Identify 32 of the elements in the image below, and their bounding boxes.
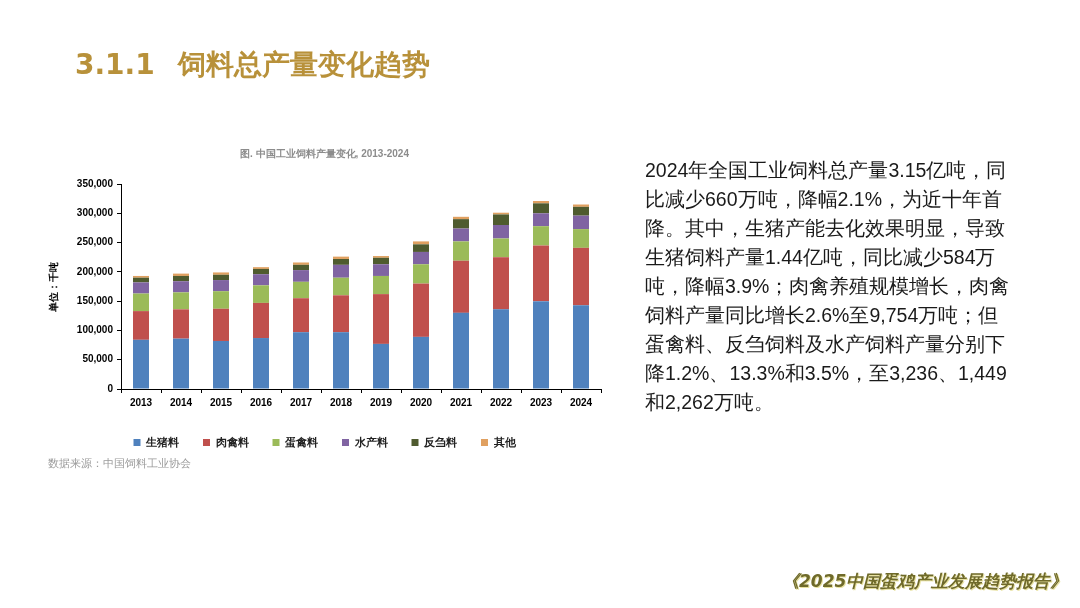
x-tick-label: 2019 <box>369 396 393 408</box>
source-note: 数据来源：中国饲料工业协会 <box>48 457 191 471</box>
x-tick-label: 2018 <box>329 396 353 408</box>
x-tick-label: 2024 <box>569 396 593 408</box>
y-tick-label: 50,000 <box>82 353 114 365</box>
y-axis-title: 单位：千吨 <box>47 261 59 313</box>
y-tick-label: 350,000 <box>76 177 114 189</box>
legend-label: 生猪料 <box>145 435 179 448</box>
x-tick-label: 2013 <box>129 396 153 408</box>
x-tick-label: 2023 <box>529 396 553 408</box>
y-tick-label: 100,000 <box>76 324 114 336</box>
y-tick-label: 200,000 <box>76 265 114 277</box>
legend-label: 水产料 <box>353 435 388 448</box>
x-tick-label: 2021 <box>449 396 473 408</box>
legend-label: 反刍料 <box>423 435 457 448</box>
text: 2024年全国工业饲料总产量3.15亿吨，同比减少660万吨，降幅2.1%，为近十年首降。其中，生猪产能去化效果明显，导致生猪饲料产量1.44亿吨，同比减少584万吨，降幅3.9%；肉禽养殖规模增长，肉禽饲料产量同比增长2.6%至9,754万吨；但蛋禽料、反刍饲料及水产饲料产量分别下降1.2%、13.3%和3.5%，至3,236、1,449和2,262万吨。 <box>645 159 1010 413</box>
y-tick-label: 150,000 <box>76 294 114 306</box>
chart-title: 3.1.1 饲料总产量变化趋势 <box>75 47 431 83</box>
x-tick-label: 2017 <box>289 396 313 408</box>
y-tick-label: 250,000 <box>76 236 114 248</box>
text: 《2025中国蛋鸡产业发展趋势报告》 <box>782 570 1068 593</box>
legend-label: 肉禽料 <box>215 435 249 448</box>
x-tick-label: 2016 <box>249 396 273 408</box>
legend-label: 其他 <box>492 435 517 449</box>
legend-label: 蛋禽料 <box>284 435 318 449</box>
x-tick-label: 2015 <box>209 396 233 408</box>
x-tick-label: 2020 <box>409 396 433 408</box>
y-tick-label: 300,000 <box>76 207 114 219</box>
x-tick-label: 2022 <box>489 396 513 408</box>
chart-subtitle: 图. 中国工业饲料产量变化, 2013-2024 <box>240 147 410 159</box>
y-tick-label: 0 <box>107 382 114 394</box>
x-tick-label: 2014 <box>169 396 193 408</box>
